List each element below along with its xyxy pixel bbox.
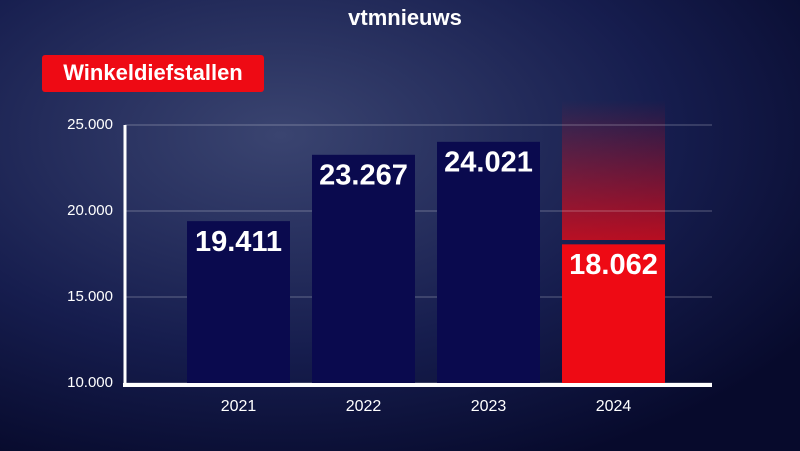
title-box [42, 55, 264, 92]
x-tick-label: 2024 [596, 398, 632, 415]
highlight-glow [562, 100, 665, 240]
bar [312, 154, 415, 383]
bar [562, 244, 665, 383]
value-label: 19.411 [195, 226, 282, 258]
y-tick-label: 15.000 [67, 288, 113, 305]
y-tick-label: 10.000 [67, 374, 113, 391]
y-tick-label: 25.000 [67, 116, 113, 133]
chart-title: Winkeldiefstallen [63, 60, 243, 85]
value-label: 23.267 [319, 159, 408, 191]
x-tick-label: 2021 [221, 398, 257, 415]
y-tick-label: 20.000 [67, 202, 113, 219]
value-label: 24.021 [444, 146, 533, 178]
value-label: 18.062 [569, 249, 658, 281]
x-tick-label: 2023 [471, 398, 507, 415]
bar [187, 221, 290, 383]
logo: vtmnieuws [348, 5, 462, 30]
bar [437, 141, 540, 383]
x-tick-label: 2022 [346, 398, 382, 415]
